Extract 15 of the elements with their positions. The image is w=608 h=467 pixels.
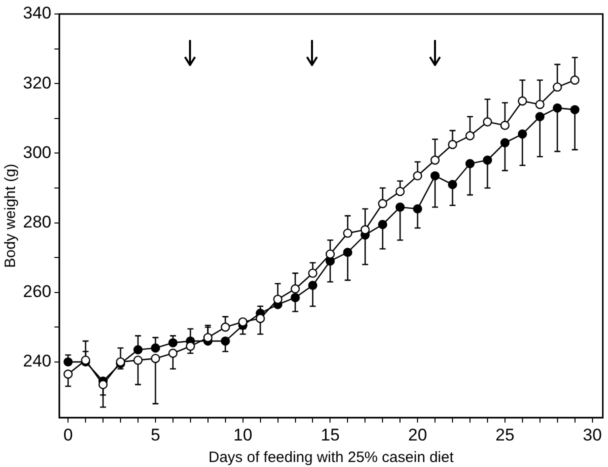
y-axis-title: Body weight (g) [2,164,20,268]
y-tick-label: 340 [22,4,52,23]
x-tick-label: 0 [63,425,73,444]
y-tick-label: 260 [22,282,52,302]
x-tick-label: 5 [150,425,160,444]
x-tick-label: 10 [233,425,252,444]
y-tick-label: 300 [22,142,52,162]
x-tick-label: 30 [582,425,602,444]
y-tick-label: 280 [22,212,52,232]
x-tick-label: 15 [320,425,340,444]
y-tick-label: 320 [22,73,52,92]
x-axis-title: Days of feeding with 25% casein diet [208,449,454,466]
y-tick-label: 240 [22,352,52,371]
x-tick-label: 25 [495,425,514,444]
x-tick-label: 20 [408,425,428,444]
